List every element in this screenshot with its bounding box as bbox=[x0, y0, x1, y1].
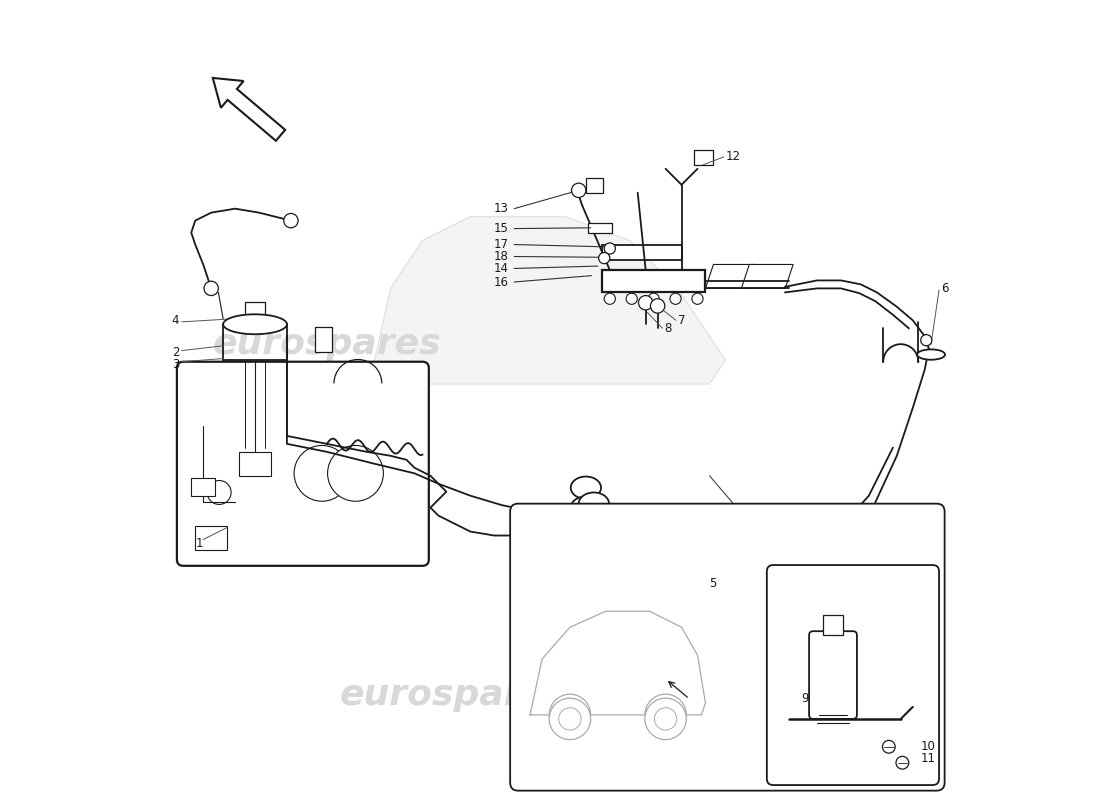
Text: 8: 8 bbox=[664, 322, 671, 334]
Ellipse shape bbox=[571, 477, 601, 499]
Bar bbox=[588, 223, 613, 233]
Bar bbox=[650, 531, 682, 551]
Circle shape bbox=[604, 243, 615, 254]
Text: 2: 2 bbox=[172, 346, 179, 358]
Circle shape bbox=[638, 295, 652, 310]
Bar bbox=[602, 245, 682, 261]
Bar bbox=[239, 452, 271, 476]
Text: 15: 15 bbox=[494, 222, 508, 235]
FancyBboxPatch shape bbox=[177, 362, 429, 566]
Circle shape bbox=[559, 708, 581, 730]
Polygon shape bbox=[741, 265, 793, 288]
FancyArrow shape bbox=[212, 78, 285, 141]
Circle shape bbox=[284, 214, 298, 228]
Text: 6: 6 bbox=[940, 282, 948, 295]
Ellipse shape bbox=[223, 314, 287, 334]
Circle shape bbox=[921, 334, 932, 346]
Ellipse shape bbox=[917, 350, 945, 360]
Circle shape bbox=[598, 253, 609, 264]
Text: 9: 9 bbox=[802, 693, 810, 706]
Ellipse shape bbox=[579, 513, 609, 534]
Circle shape bbox=[896, 756, 909, 769]
FancyBboxPatch shape bbox=[810, 631, 857, 719]
Text: 4: 4 bbox=[172, 314, 179, 326]
Text: 5: 5 bbox=[710, 577, 717, 590]
Text: 1: 1 bbox=[196, 537, 204, 550]
Circle shape bbox=[294, 446, 350, 502]
Bar bbox=[693, 150, 714, 165]
Circle shape bbox=[692, 293, 703, 304]
Circle shape bbox=[650, 298, 664, 313]
FancyBboxPatch shape bbox=[767, 565, 939, 785]
Circle shape bbox=[328, 446, 384, 502]
Circle shape bbox=[572, 183, 586, 198]
Text: 12: 12 bbox=[725, 150, 740, 163]
Circle shape bbox=[204, 282, 219, 295]
Circle shape bbox=[648, 293, 659, 304]
Bar bbox=[824, 615, 844, 635]
Bar bbox=[191, 478, 216, 496]
FancyBboxPatch shape bbox=[510, 504, 945, 790]
Text: 18: 18 bbox=[494, 250, 508, 263]
Ellipse shape bbox=[571, 497, 601, 518]
Circle shape bbox=[645, 698, 686, 740]
Circle shape bbox=[670, 293, 681, 304]
Text: 16: 16 bbox=[494, 275, 508, 289]
Text: eurospares: eurospares bbox=[212, 327, 441, 361]
Circle shape bbox=[626, 293, 637, 304]
Circle shape bbox=[549, 698, 591, 740]
Text: 17: 17 bbox=[494, 238, 508, 251]
Text: 10: 10 bbox=[921, 740, 936, 754]
Circle shape bbox=[207, 481, 231, 505]
Text: 11: 11 bbox=[921, 752, 936, 766]
Text: eurospares: eurospares bbox=[340, 678, 569, 712]
Bar bbox=[602, 270, 705, 292]
Polygon shape bbox=[705, 265, 757, 288]
Bar bbox=[195, 526, 227, 550]
Ellipse shape bbox=[579, 493, 609, 515]
Bar bbox=[315, 326, 332, 352]
Polygon shape bbox=[375, 217, 725, 384]
Text: 13: 13 bbox=[494, 202, 508, 215]
Text: 3: 3 bbox=[172, 358, 179, 370]
Text: 7: 7 bbox=[678, 314, 685, 326]
Circle shape bbox=[604, 293, 615, 304]
Circle shape bbox=[654, 708, 676, 730]
Bar bbox=[586, 178, 604, 193]
Bar bbox=[245, 302, 265, 316]
Circle shape bbox=[882, 741, 895, 753]
Text: 14: 14 bbox=[494, 262, 508, 275]
